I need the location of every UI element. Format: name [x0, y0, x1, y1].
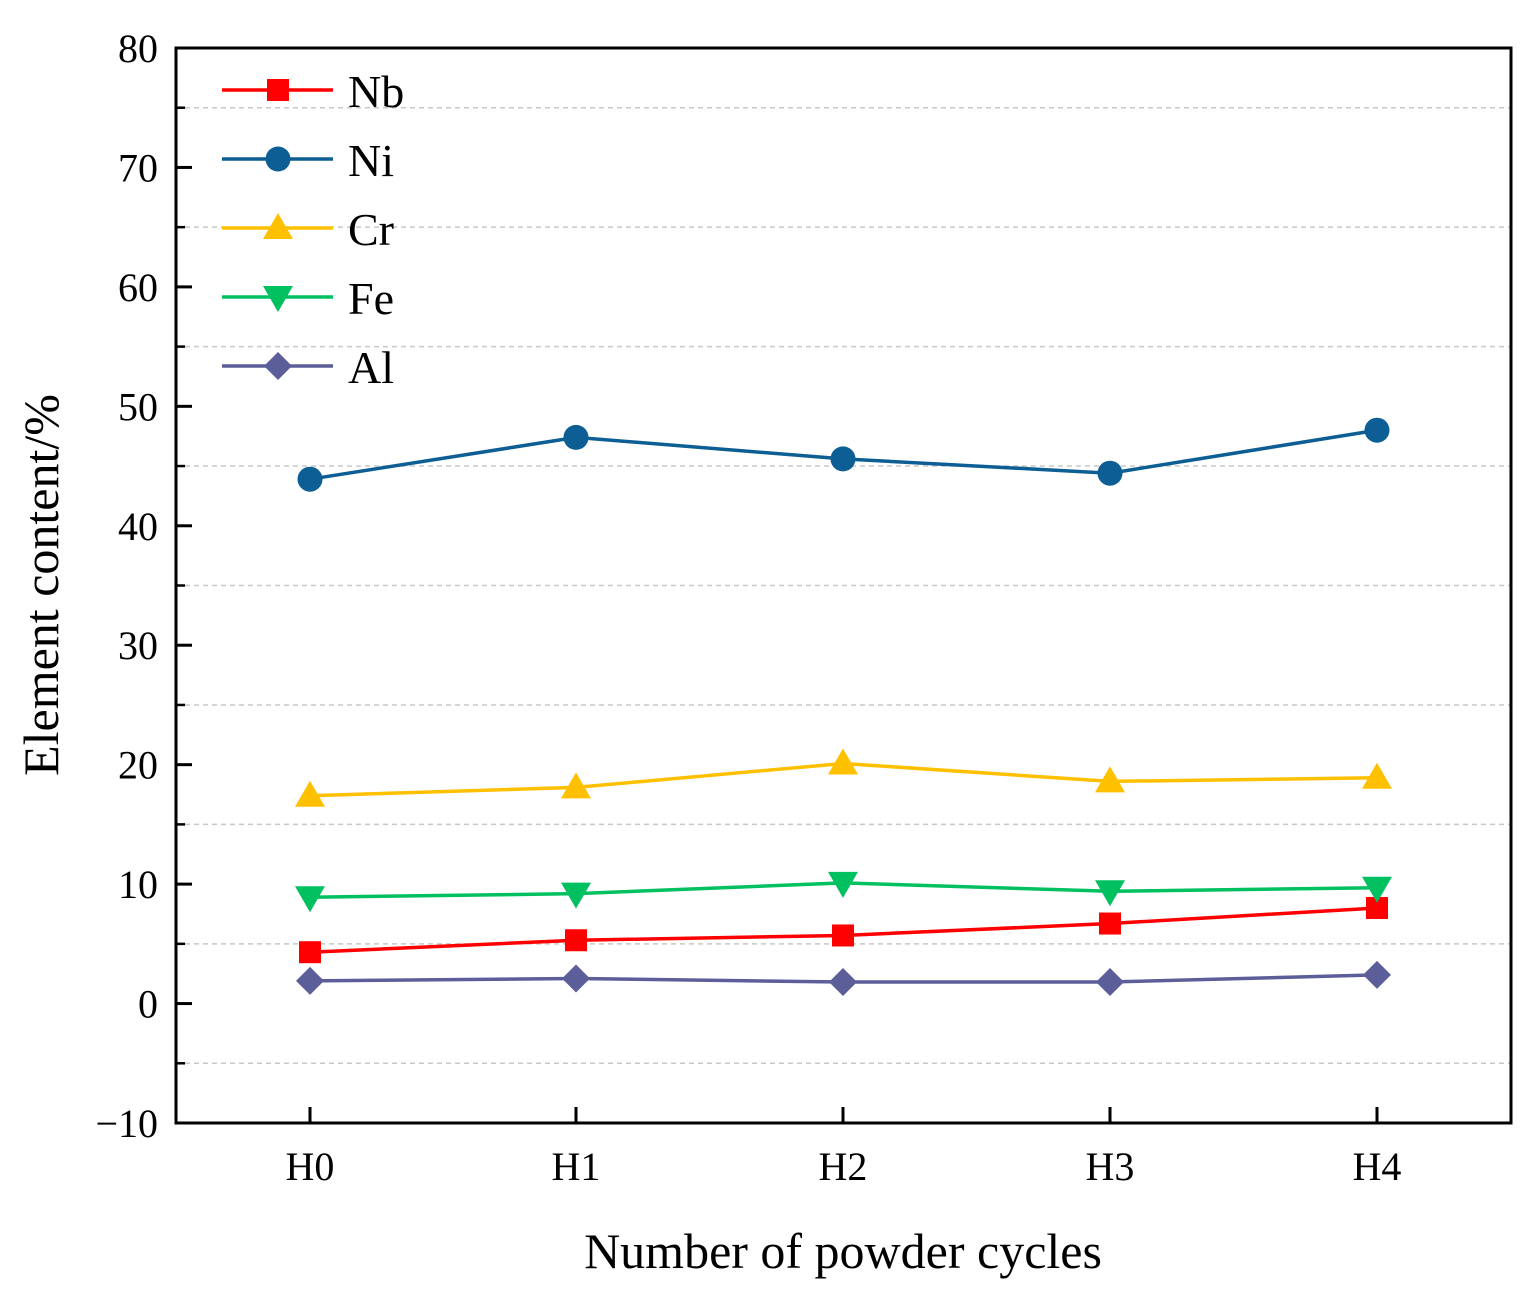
- x-tick-label: H3: [1086, 1144, 1135, 1189]
- x-tick-label: H1: [552, 1144, 601, 1189]
- data-point-al: [1096, 968, 1124, 997]
- legend-marker-nb: [267, 79, 289, 101]
- data-point-fe: [295, 886, 325, 913]
- x-tick-label: H4: [1353, 1144, 1402, 1189]
- y-tick-label: 70: [118, 145, 158, 190]
- legend-label-ni: Ni: [348, 135, 394, 186]
- series-nb: [299, 897, 1388, 964]
- x-tick-label: H2: [819, 1144, 868, 1189]
- data-point-ni: [1097, 460, 1123, 486]
- legend-marker-ni: [265, 146, 291, 172]
- x-tick-label: H0: [286, 1144, 335, 1189]
- data-point-fe: [561, 882, 591, 909]
- legend-label-fe: Fe: [348, 273, 394, 324]
- series-al: [296, 960, 1391, 997]
- legend-label-cr: Cr: [348, 204, 394, 255]
- data-point-ni: [563, 424, 589, 450]
- series-cr: [295, 748, 1392, 807]
- legend-item-al: Al: [222, 342, 394, 393]
- y-tick-label: −10: [95, 1101, 158, 1146]
- data-point-fe: [828, 871, 858, 898]
- data-point-ni: [297, 466, 323, 492]
- y-tick-label: 20: [118, 743, 158, 788]
- legend-label-nb: Nb: [348, 66, 404, 117]
- y-tick-label: 60: [118, 265, 158, 310]
- data-point-ni: [830, 446, 856, 472]
- y-tick-label: 30: [118, 623, 158, 668]
- legend-item-cr: Cr: [222, 204, 394, 255]
- legend: Nb Ni Cr Fe Al: [222, 66, 404, 393]
- data-point-cr: [828, 748, 858, 775]
- data-point-al: [829, 968, 857, 997]
- x-axis-title: Number of powder cycles: [584, 1223, 1102, 1279]
- legend-label-al: Al: [348, 342, 394, 393]
- data-point-nb: [299, 941, 321, 964]
- legend-item-ni: Ni: [222, 135, 394, 186]
- series-layer: [295, 417, 1392, 997]
- data-point-cr: [561, 772, 591, 799]
- legend-marker-cr: [263, 213, 293, 239]
- series-fe: [295, 871, 1392, 913]
- data-point-fe: [1362, 876, 1392, 903]
- data-point-nb: [1099, 912, 1121, 935]
- data-point-ni: [1364, 417, 1390, 443]
- data-point-al: [562, 964, 590, 993]
- data-point-nb: [832, 924, 854, 947]
- y-tick-label: 40: [118, 504, 158, 549]
- legend-item-nb: Nb: [222, 66, 404, 117]
- y-tick-label: 50: [118, 384, 158, 429]
- y-tick-label: 0: [138, 982, 158, 1027]
- data-point-cr: [295, 780, 325, 807]
- legend-marker-al: [264, 352, 292, 380]
- data-point-al: [296, 966, 324, 995]
- legend-item-fe: Fe: [222, 273, 394, 324]
- data-point-al: [1363, 960, 1391, 989]
- legend-marker-fe: [263, 286, 293, 312]
- series-ni: [297, 417, 1390, 492]
- y-tick-label: 80: [118, 26, 158, 71]
- data-point-fe: [1095, 880, 1125, 907]
- y-tick-label: 10: [118, 862, 158, 907]
- y-axis-title: Element content/%: [13, 394, 69, 776]
- data-point-nb: [565, 929, 587, 952]
- data-point-nb: [1366, 897, 1388, 919]
- data-point-cr: [1362, 762, 1392, 789]
- data-point-cr: [1095, 766, 1125, 793]
- axis-ticks: −10 0 10 20 30 40 50 60 70 80 H0 H1 H2 H3 H4: [95, 26, 1401, 1189]
